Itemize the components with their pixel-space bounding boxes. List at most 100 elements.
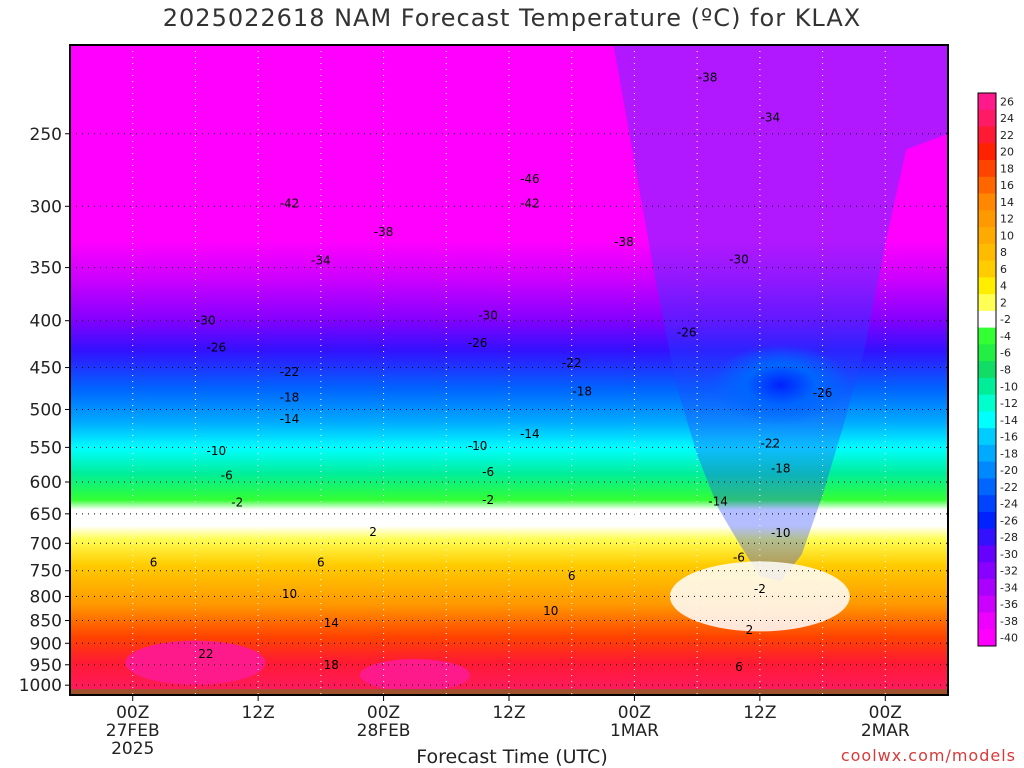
y-tick-label: 850 <box>30 612 62 632</box>
contour-label: -6 <box>482 465 494 479</box>
x-tick-label: 00Z <box>869 703 902 723</box>
y-tick-label: 700 <box>30 534 62 554</box>
colorbar-swatch <box>978 361 996 379</box>
contour-label: -38 <box>374 225 394 239</box>
colorbar-swatch <box>978 310 996 329</box>
colorbar-label: -34 <box>1000 581 1018 594</box>
contour-label: -18 <box>280 390 300 404</box>
colorbar-label: -8 <box>1000 364 1011 377</box>
x-tick-label: 2MAR <box>861 721 910 741</box>
colorbar-swatch <box>978 126 996 144</box>
x-tick-label: 12Z <box>242 703 275 723</box>
contour-label: 2 <box>369 525 377 539</box>
colorbar-swatch <box>978 562 996 580</box>
y-tick-label: 400 <box>30 312 62 332</box>
colorbar-swatch <box>978 109 996 128</box>
colorbar-label: -12 <box>1000 397 1018 410</box>
colorbar-swatch <box>978 394 996 412</box>
colorbar-swatch <box>978 411 996 429</box>
colorbar-swatch <box>978 294 996 312</box>
plot-field: -38-34-46-42 -42-38-38-34 -30-30 -30-26 -26-… <box>70 45 948 695</box>
contour-label: -26 <box>207 341 227 355</box>
contour-label: -26 <box>468 336 488 350</box>
x-axis-label: Forecast Time (UTC) <box>416 746 608 768</box>
contour-label: 10 <box>543 604 558 618</box>
colorbar-swatch <box>978 528 996 546</box>
contour-label: 6 <box>735 660 743 674</box>
contour-label: -46 <box>520 172 540 186</box>
x-tick-label: 1MAR <box>610 721 659 741</box>
colorbar-swatch <box>978 243 996 262</box>
contour-label: -14 <box>520 427 540 441</box>
contour-label: -42 <box>520 197 540 211</box>
contour-label: -30 <box>196 314 216 328</box>
colorbar-label: 8 <box>1000 246 1007 259</box>
colorbar-swatch <box>978 210 996 228</box>
contour-label: -30 <box>478 309 498 323</box>
x-tick-label: 2025 <box>111 739 154 759</box>
colorbar-swatch <box>978 578 996 597</box>
y-tick-label: 950 <box>30 656 62 676</box>
colorbar-label: -2 <box>1000 313 1011 326</box>
contour-label: -34 <box>761 111 781 125</box>
y-tick-label: 900 <box>30 634 62 654</box>
y-tick-label: 750 <box>30 562 62 582</box>
cold-trough-shading <box>561 45 948 582</box>
colorbar-label: 22 <box>1000 129 1014 142</box>
contour-label: -14 <box>708 494 728 508</box>
colorbar-label: -18 <box>1000 447 1018 460</box>
contour-label: -18 <box>771 462 791 476</box>
contour-label: -14 <box>280 412 300 426</box>
x-tick-label: 00Z <box>367 703 400 723</box>
y-tick-label: 600 <box>30 473 62 493</box>
contour-label: -26 <box>813 386 833 400</box>
x-tick-label: 00Z <box>618 703 651 723</box>
contour-label: -18 <box>572 385 592 399</box>
contour-label: -30 <box>729 253 749 267</box>
colorbar-label: -14 <box>1000 414 1018 427</box>
y-tick-label: 550 <box>30 438 62 458</box>
colorbar-label: -38 <box>1000 615 1018 628</box>
colorbar-label: -24 <box>1000 498 1018 511</box>
y-tick-label: 350 <box>30 259 62 279</box>
y-tick-label: 450 <box>30 359 62 379</box>
contour-label: 2 <box>746 623 754 637</box>
contour-label: -34 <box>311 254 331 268</box>
contour-label: -6 <box>221 468 233 482</box>
colorbar-swatch <box>978 495 996 513</box>
contour-label: -38 <box>614 235 634 249</box>
contour-label: 6 <box>150 556 158 570</box>
colorbar-swatch <box>978 478 996 496</box>
colorbar-label: -36 <box>1000 598 1018 611</box>
y-tick-label: 800 <box>30 587 62 607</box>
colorbar: 26 24 22 20 18 16 14 12 10 8 6 4 2 -2 -4 -6 -8 -10 -12 -14 -… <box>977 92 1018 647</box>
colorbar-label: 2 <box>1000 296 1007 309</box>
contour-label: -2 <box>231 496 243 510</box>
colorbar-swatch <box>978 93 996 111</box>
colorbar-swatch <box>978 277 996 295</box>
colorbar-label: 16 <box>1000 179 1014 192</box>
contour-label: -10 <box>468 439 488 453</box>
x-tick-label: 27FEB <box>106 721 160 741</box>
colorbar-swatch <box>978 193 996 211</box>
chart-title: 2025022618 NAM Forecast Temperature (ºC)… <box>162 4 862 32</box>
contour-label: -10 <box>771 526 791 540</box>
colorbar-swatch <box>978 327 996 345</box>
y-tick-label: 650 <box>30 505 62 525</box>
contour-label: -2 <box>754 582 766 596</box>
y-tick-label: 1000 <box>19 676 62 696</box>
colorbar-swatch <box>978 160 996 178</box>
contour-label: 10 <box>282 587 297 601</box>
y-tick-label: 250 <box>30 125 62 145</box>
colorbar-swatch <box>978 344 996 362</box>
contour-label: -26 <box>677 325 697 339</box>
contour-label: 22 <box>198 647 213 661</box>
contour-label: -42 <box>280 197 300 211</box>
freezing-layer-shading <box>669 561 850 632</box>
contour-label: -10 <box>207 444 227 458</box>
contour-label: -38 <box>698 70 718 84</box>
ground <box>70 689 948 695</box>
contour-label: 14 <box>324 616 339 630</box>
colorbar-label: -10 <box>1000 380 1018 393</box>
